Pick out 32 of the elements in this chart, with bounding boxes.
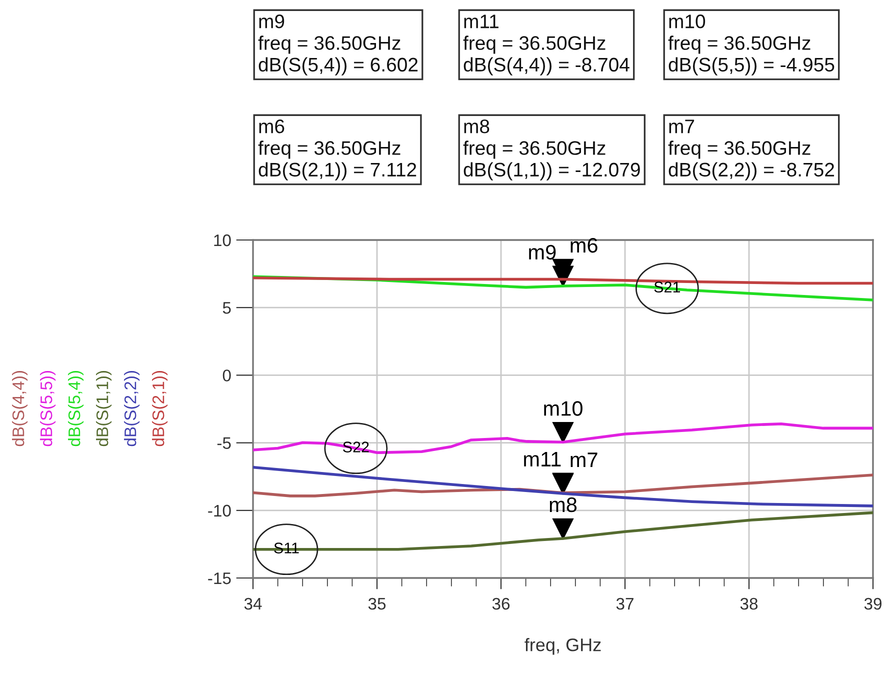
y-tick-label: -5	[217, 437, 231, 450]
text: m9 freq = 36.50GHz dB(S(5,4)) = 6.602	[258, 14, 418, 76]
annotation: m11	[524, 452, 561, 466]
text: dB(S(2,1))	[152, 370, 168, 446]
y-tick-label: -15	[208, 572, 231, 584]
annotation: m8	[550, 497, 577, 512]
text: m11 freq = 36.50GHz dB(S(4,4)) = -8.704	[463, 14, 630, 76]
x-tick-label: 34	[244, 598, 262, 610]
x-axis-title: freq, GHz	[524, 638, 601, 655]
x-tick-label: 36	[492, 598, 510, 610]
y-tick-label: 5	[222, 302, 231, 314]
text: dB(S(5,5))	[40, 370, 56, 446]
x-tick-label: 38	[740, 598, 758, 610]
y-tick-label: 0	[222, 370, 231, 382]
text: dB(S(1,1))	[96, 370, 112, 446]
y-tick-label: -10	[208, 504, 231, 517]
y-tick-label: 10	[214, 234, 231, 246]
text: m8 freq = 36.50GHz dB(S(1,1)) = -12.079	[463, 120, 640, 180]
text: dB(S(5,4))	[68, 370, 84, 446]
x-tick-label: 35	[368, 598, 386, 610]
annotation: m10	[544, 401, 582, 416]
annotation: S11	[274, 542, 299, 554]
annotation: m9	[529, 244, 556, 260]
annotation: m7	[570, 452, 598, 467]
annotation: m6	[570, 238, 598, 253]
text: m10 freq = 36.50GHz dB(S(5,5)) = -4.955	[668, 14, 834, 76]
x-tick-label: 39	[864, 598, 882, 610]
text: m7 freq = 36.50GHz dB(S(2,2)) = -8.752	[668, 120, 834, 180]
x-tick-label: 37	[616, 598, 634, 610]
text: m6 freq = 36.50GHz dB(S(2,1)) = 7.112	[258, 120, 416, 180]
text: dB(S(2,2))	[124, 370, 140, 446]
text: dB(S(4,4))	[12, 370, 28, 446]
